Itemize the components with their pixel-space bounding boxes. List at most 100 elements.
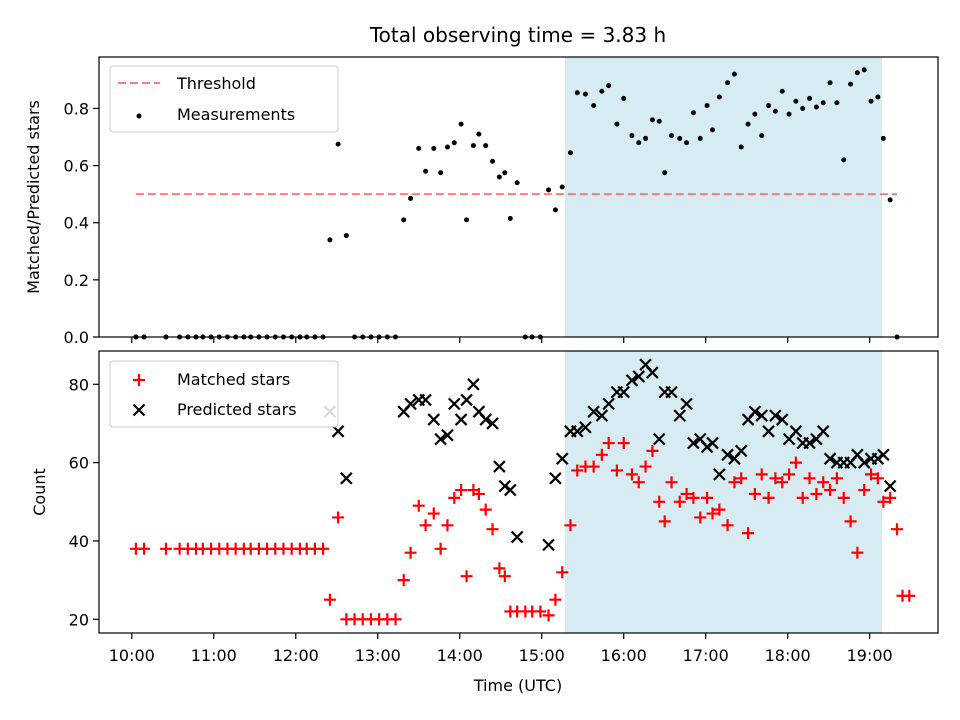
matched-point (830, 472, 843, 485)
y-tick-label: 0.4 (64, 214, 89, 233)
measurement-point (643, 135, 649, 141)
predicted-point (883, 479, 897, 493)
measurement-point (401, 217, 407, 223)
measurement-point (621, 95, 627, 101)
matched-point (865, 468, 878, 481)
matched-point (673, 495, 686, 508)
matched-point (493, 562, 506, 575)
legend-threshold-label: Threshold (176, 74, 256, 93)
measurement-point (745, 121, 751, 127)
predicted-point (467, 378, 480, 391)
matched-point (617, 437, 630, 450)
predicted-point (340, 472, 353, 485)
predicted-point (687, 436, 700, 450)
measurement-point (574, 90, 580, 96)
legend-matched-label: Matched stars (177, 370, 290, 389)
matched-point (434, 542, 447, 555)
measurement-point (759, 133, 765, 139)
matched-point (658, 515, 671, 528)
predicted-point (721, 448, 734, 462)
predicted-point (803, 436, 816, 450)
predicted-point (479, 413, 492, 426)
predicted-point (734, 444, 748, 458)
matched-point (706, 507, 719, 520)
matched-point (803, 472, 816, 485)
measurement-point (772, 108, 778, 114)
bottom-legend: Matched stars Predicted stars (109, 360, 339, 428)
predicted-point (555, 452, 569, 465)
legend-plus-marker (133, 374, 145, 386)
legend-predicted-label: Predicted stars (177, 400, 297, 419)
matched-point (891, 523, 904, 536)
measurement-point (496, 174, 502, 180)
matched-point (687, 491, 700, 504)
matched-point (653, 495, 666, 508)
predicted-point (587, 405, 600, 418)
measurement-point (656, 118, 662, 124)
measurement-point (559, 184, 565, 190)
matched-point (903, 589, 916, 602)
predicted-point (713, 468, 726, 481)
measurement-point (710, 127, 716, 133)
chart-title: Total observing time = 3.83 h (369, 23, 666, 47)
measurement-point (464, 217, 470, 223)
measurement-point (431, 145, 437, 151)
measurement-point (416, 145, 422, 151)
measurement-point (669, 133, 675, 139)
top-y-ticks: 0.0 0.2 0.4 0.6 0.8 (64, 99, 99, 347)
matched-point (419, 519, 432, 532)
bottom-x-ticks: 10:00 11:00 12:00 13:00 14:00 15:00 16:00 17:00… (109, 633, 893, 665)
matched-point (455, 484, 468, 497)
bottom-axes-frame (98, 350, 939, 634)
matched-point (665, 476, 678, 489)
matched-point (595, 448, 608, 461)
predicted-point (570, 425, 584, 438)
predicted-point (652, 432, 666, 446)
measurement-point (408, 195, 414, 201)
matched-point (721, 519, 734, 532)
bottom-legend-box (109, 360, 339, 428)
measurement-point (827, 80, 833, 86)
bottom-highlight-span (564, 351, 882, 633)
top-highlight-span (564, 57, 882, 337)
matched-point (138, 542, 151, 555)
predicted-point (680, 397, 693, 411)
y-tick-label: 0.8 (64, 99, 89, 118)
measurement-point (887, 197, 893, 203)
measurement-point (779, 88, 785, 94)
measurement-point (438, 170, 444, 176)
measurement-point (582, 91, 588, 97)
matched-point (844, 515, 857, 528)
measurement-point (766, 103, 772, 109)
predicted-point (748, 405, 762, 418)
predicted-point (493, 460, 506, 473)
predicted-point (454, 413, 468, 426)
x-axis-label: Time (UTC) (473, 676, 562, 695)
measurement-point (725, 80, 731, 86)
predicted-point (789, 425, 803, 438)
x-tick-label: 14:00 (437, 646, 483, 665)
matched-point (498, 570, 511, 583)
measurement-point (813, 104, 819, 110)
measurement-point (599, 88, 605, 94)
matched-point (755, 468, 768, 481)
predicted-point (447, 397, 461, 411)
measurement-point (834, 100, 840, 106)
measurement-point (861, 67, 867, 73)
matched-point (323, 593, 336, 606)
measurement-point (606, 83, 612, 89)
bottom-y-ticks: 20 40 60 80 (69, 375, 99, 629)
measurement-point (738, 144, 744, 150)
predicted-point (504, 483, 517, 497)
x-tick-label: 15:00 (519, 646, 565, 665)
predicted-point (434, 432, 447, 446)
predicted-point (549, 472, 562, 485)
measurement-point (636, 140, 642, 146)
matched-point (549, 593, 562, 606)
predicted-point (441, 428, 454, 442)
measurement-point (591, 103, 597, 109)
measurement-point (552, 207, 558, 213)
measurement-point (807, 95, 813, 101)
